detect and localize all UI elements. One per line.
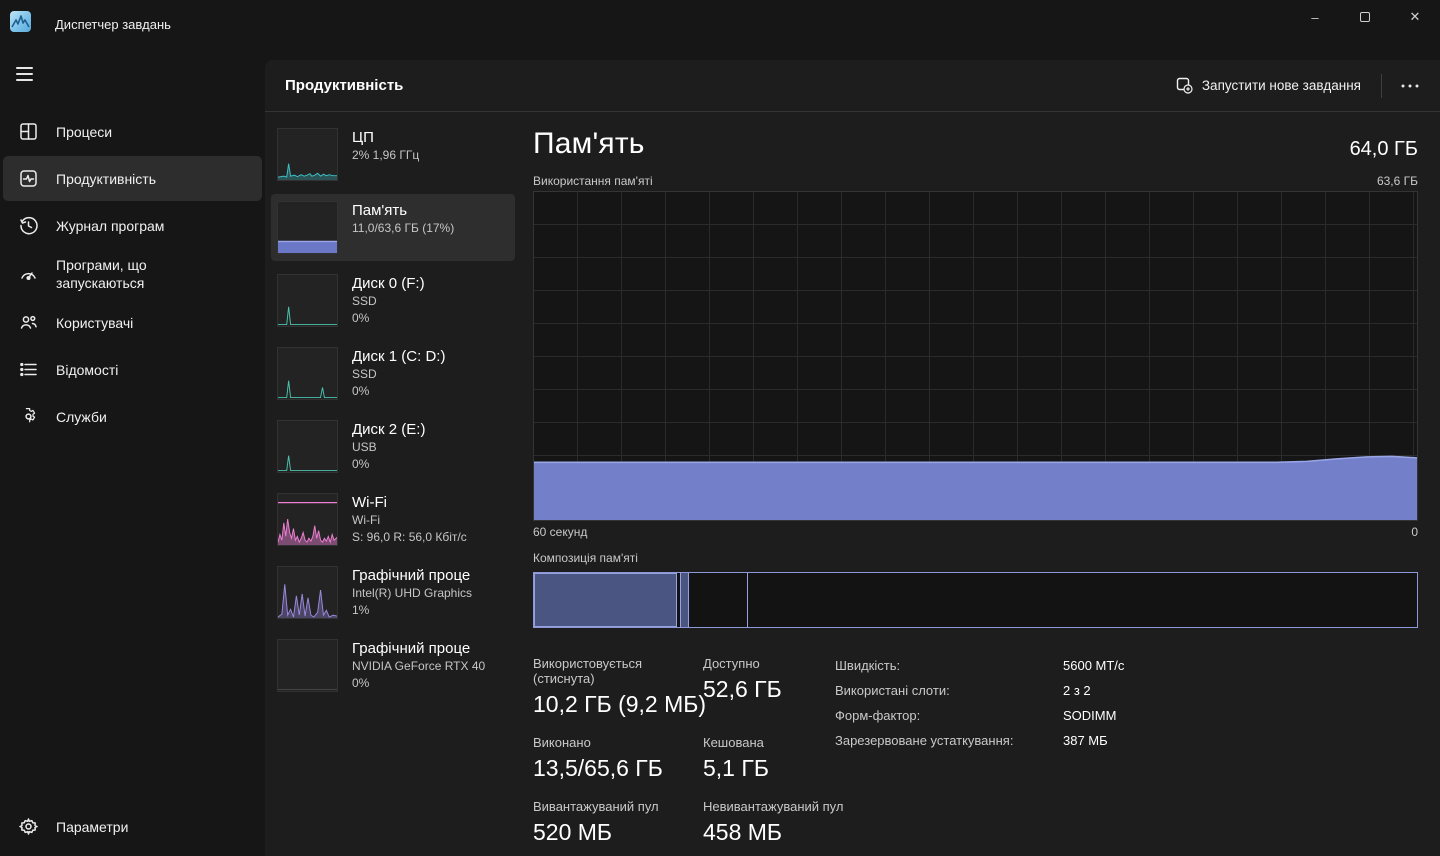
composition-segment-modified bbox=[680, 573, 690, 627]
perf-item-gpu1[interactable]: Графічний проце NVIDIA GeForce RTX 40 0% bbox=[271, 632, 515, 699]
stat-committed: Виконано 13,5/65,6 ГБ bbox=[533, 735, 663, 781]
minimize-button[interactable]: – bbox=[1311, 9, 1319, 25]
memory-detail-pane: Пам'ять 64,0 ГБ Використання пам'яті 63,… bbox=[517, 113, 1440, 856]
usage-graph-label: Використання пам'яті bbox=[533, 174, 653, 188]
stat-in-use: Використовується (стиснута) 10,2 ГБ (9,2… bbox=[533, 656, 707, 717]
perf-item-disk1[interactable]: Диск 1 (C: D:) SSD 0% bbox=[271, 340, 515, 407]
gear-icon bbox=[19, 817, 38, 836]
stat-available: Доступно 52,6 ГБ bbox=[703, 656, 782, 702]
hw-form-factor: Форм-фактор: SODIMM bbox=[835, 708, 1117, 723]
window-title: Диспетчер завдань bbox=[55, 17, 171, 32]
run-new-task-button[interactable]: Запустити нове завдання bbox=[1164, 70, 1373, 101]
sidebar-item-startup-apps[interactable]: Програми, що запускаються bbox=[3, 250, 262, 298]
disk0-sparkline bbox=[277, 274, 338, 327]
ellipsis-icon bbox=[1401, 84, 1419, 87]
perf-item-disk2[interactable]: Диск 2 (E:) USB 0% bbox=[271, 413, 515, 480]
performance-icon bbox=[19, 169, 38, 188]
sidebar-item-settings[interactable]: Параметри bbox=[3, 804, 262, 849]
hw-hardware-reserved: Зарезервоване устаткування: 387 МБ bbox=[835, 733, 1108, 748]
perf-item-cpu[interactable]: ЦП 2% 1,96 ГГц bbox=[271, 121, 515, 188]
composition-segment-standby-divider bbox=[746, 573, 748, 627]
detail-title: Пам'ять bbox=[533, 127, 645, 160]
sidebar-item-details[interactable]: Відомості bbox=[3, 347, 262, 392]
perf-item-gpu0[interactable]: Графічний проце Intel(R) UHD Graphics 1% bbox=[271, 559, 515, 626]
composition-label: Композиція пам'яті bbox=[533, 551, 638, 565]
stat-non-paged-pool: Невивантажуваний пул 458 МБ bbox=[703, 799, 844, 845]
sidebar-nav: Процеси Продуктивність Журнал програм Пр… bbox=[0, 108, 265, 440]
gpu0-sparkline bbox=[277, 566, 338, 619]
memory-stats: Використовується (стиснута) 10,2 ГБ (9,2… bbox=[533, 656, 843, 856]
sidebar-item-services[interactable]: Служби bbox=[3, 394, 262, 439]
disk2-sparkline bbox=[277, 420, 338, 473]
hamburger-menu-icon[interactable] bbox=[10, 58, 46, 90]
hw-slots-used: Використані слоти: 2 з 2 bbox=[835, 683, 1091, 698]
maximize-button[interactable] bbox=[1340, 0, 1390, 34]
close-button[interactable]: ✕ bbox=[1409, 9, 1421, 24]
gpu1-sparkline bbox=[277, 639, 338, 692]
startup-apps-icon bbox=[19, 265, 38, 284]
performance-device-list: ЦП 2% 1,96 ГГц Пам'ять 11,0/63,6 ГБ (17%… bbox=[265, 113, 517, 856]
title-bar: Диспетчер завдань – ✕ bbox=[0, 0, 1440, 44]
app-history-icon bbox=[19, 216, 38, 235]
sidebar-item-processes[interactable]: Процеси bbox=[3, 109, 262, 154]
page-title: Продуктивність bbox=[285, 77, 404, 94]
memory-sparkline bbox=[277, 201, 338, 254]
perf-item-memory[interactable]: Пам'ять 11,0/63,6 ГБ (17%) bbox=[271, 194, 515, 261]
stat-paged-pool: Вивантажуваний пул 520 МБ bbox=[533, 799, 659, 845]
details-icon bbox=[19, 360, 38, 379]
header-divider bbox=[1381, 73, 1382, 98]
memory-composition-bar bbox=[533, 572, 1418, 628]
main-panel: Продуктивність Запустити нове завдання Ц bbox=[265, 60, 1440, 856]
more-options-button[interactable] bbox=[1390, 71, 1430, 101]
disk1-sparkline bbox=[277, 347, 338, 400]
memory-hardware-info: Швидкість: 5600 МТ/с Використані слоти: … bbox=[835, 656, 1124, 856]
chart-time-zero-label: 0 bbox=[1411, 525, 1418, 539]
sidebar: Процеси Продуктивність Журнал програм Пр… bbox=[0, 44, 265, 856]
usage-scale-max: 63,6 ГБ bbox=[1376, 174, 1418, 188]
composition-segment-in-use bbox=[534, 573, 678, 627]
new-task-icon bbox=[1176, 77, 1193, 94]
task-manager-app-icon bbox=[10, 11, 31, 32]
page-header: Продуктивність Запустити нове завдання bbox=[265, 60, 1440, 112]
maximize-icon bbox=[1360, 12, 1370, 22]
users-icon bbox=[19, 313, 38, 332]
sidebar-item-users[interactable]: Користувачі bbox=[3, 300, 262, 345]
perf-item-disk0[interactable]: Диск 0 (F:) SSD 0% bbox=[271, 267, 515, 334]
stat-cached: Кешована 5,1 ГБ bbox=[703, 735, 769, 781]
services-icon bbox=[19, 407, 38, 426]
memory-usage-chart bbox=[533, 191, 1418, 521]
chart-timespan-label: 60 секунд bbox=[533, 525, 588, 539]
processes-icon bbox=[19, 122, 38, 141]
sidebar-item-performance[interactable]: Продуктивність bbox=[3, 156, 262, 201]
cpu-sparkline bbox=[277, 128, 338, 181]
wifi-sparkline bbox=[277, 493, 338, 546]
memory-usage-area bbox=[534, 455, 1417, 520]
memory-capacity: 64,0 ГБ bbox=[1349, 138, 1418, 160]
perf-item-wifi[interactable]: Wi-Fi Wi-Fi S: 96,0 R: 56,0 Кбіт/с bbox=[271, 486, 515, 553]
hw-speed: Швидкість: 5600 МТ/с bbox=[835, 658, 1125, 673]
sidebar-item-app-history[interactable]: Журнал програм bbox=[3, 203, 262, 248]
